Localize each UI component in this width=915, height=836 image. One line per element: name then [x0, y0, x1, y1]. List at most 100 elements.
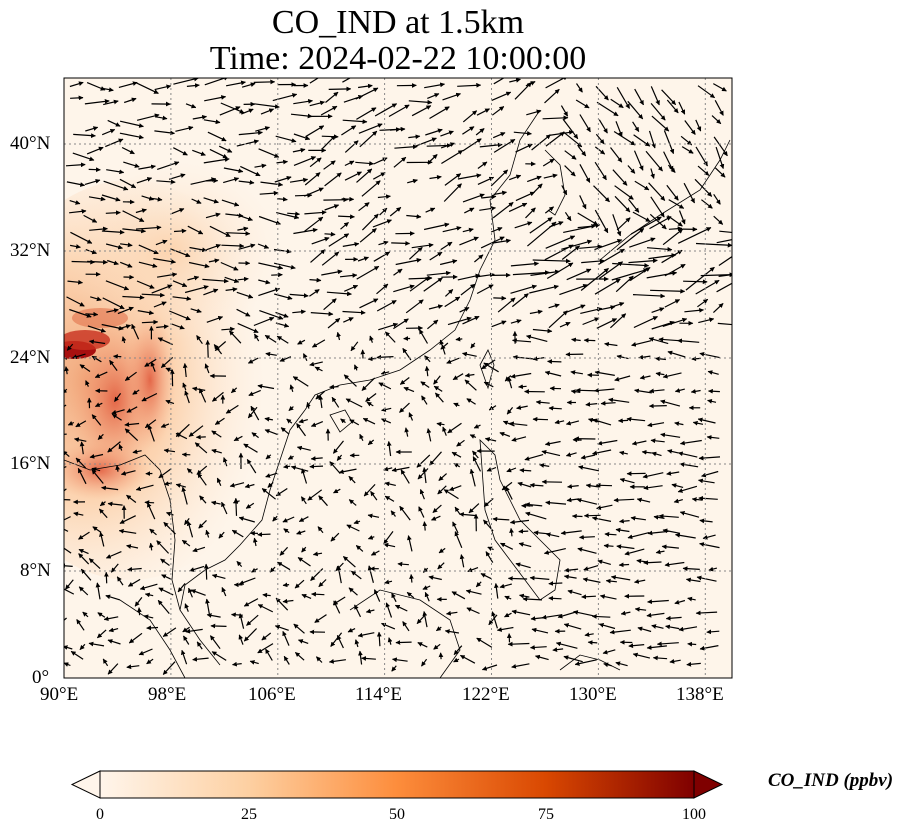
wind-arrow: [258, 287, 281, 297]
wind-arrow: [696, 575, 717, 582]
wind-arrow: [420, 381, 430, 388]
wind-arrow: [651, 307, 665, 313]
wind-arrow: [218, 145, 233, 153]
wind-arrow: [459, 512, 477, 517]
wind-arrow: [64, 404, 67, 408]
wind-arrow: [258, 148, 280, 158]
wind-arrow: [529, 575, 550, 581]
japan: [599, 139, 731, 261]
wind-arrow: [324, 172, 342, 187]
wind-arrow: [594, 239, 623, 251]
colorbar-tick-label: 75: [538, 806, 554, 823]
wind-arrow: [666, 471, 680, 476]
wind-arrow: [211, 430, 222, 438]
wind-arrow: [309, 157, 322, 168]
wind-arrow: [579, 244, 603, 250]
wind-arrow: [519, 593, 530, 599]
co-plume-south: [64, 440, 150, 500]
wind-arrow: [610, 147, 623, 163]
wind-arrow: [103, 571, 109, 584]
wind-arrow: [188, 587, 193, 598]
wind-arrow: [372, 219, 392, 228]
wind-arrow: [713, 215, 724, 225]
wind-arrow: [221, 501, 228, 515]
wind-arrow: [485, 551, 494, 563]
wind-arrow: [444, 288, 454, 297]
wind-arrow: [225, 404, 239, 414]
wind-arrow: [341, 125, 357, 136]
wind-arrow: [64, 588, 75, 595]
wind-arrow: [247, 357, 259, 364]
wind-arrow: [82, 611, 89, 618]
wind-arrow: [258, 215, 281, 225]
wind-arrow: [451, 591, 466, 600]
wind-arrow: [639, 375, 651, 380]
wind-arrow: [211, 573, 226, 579]
wind-arrow: [706, 435, 720, 440]
wind-arrow: [620, 610, 631, 616]
wind-arrow: [515, 562, 531, 569]
lon-tick-label: 106°E: [248, 684, 296, 705]
wind-arrow: [225, 80, 246, 87]
wind-arrow: [577, 212, 599, 226]
wind-arrow: [451, 451, 462, 458]
wind-arrow: [64, 617, 67, 621]
wind-arrow: [272, 515, 278, 522]
wind-arrow: [187, 275, 200, 281]
wind-arrow: [131, 323, 140, 340]
wind-arrow: [641, 449, 652, 455]
wind-arrow: [85, 126, 99, 132]
wind-arrow: [187, 225, 204, 235]
wind-arrow: [507, 376, 513, 389]
wind-arrow: [118, 324, 131, 330]
lon-tick-label: 98°E: [148, 684, 187, 705]
wind-arrow: [543, 173, 558, 179]
wind-arrow: [65, 162, 86, 168]
wind-arrow: [258, 262, 284, 270]
wind-arrow: [157, 161, 180, 170]
wind-arrow: [483, 381, 494, 388]
wind-arrow: [300, 496, 307, 505]
wind-arrow: [542, 158, 555, 167]
wind-arrow: [649, 388, 665, 394]
wind-arrow: [584, 632, 594, 637]
wind-arrow: [629, 237, 656, 248]
wind-arrow: [616, 354, 629, 360]
wind-arrow: [126, 544, 139, 549]
wind-arrow: [427, 93, 440, 99]
wind-arrow: [354, 364, 359, 371]
wind-arrow: [107, 501, 123, 507]
wind-arrow: [632, 121, 640, 133]
colorbar-tick-label: 25: [241, 806, 257, 823]
wind-arrow: [165, 399, 175, 405]
wind-arrow: [185, 628, 203, 634]
wind-arrow: [685, 266, 715, 291]
wind-arrow: [294, 192, 313, 198]
wind-arrow: [643, 485, 663, 491]
wind-arrow: [419, 489, 425, 500]
wind-arrow: [342, 241, 360, 247]
wind-arrow: [205, 212, 221, 219]
wind-arrow: [64, 563, 73, 569]
wind-arrow: [542, 115, 569, 121]
wind-arrow: [399, 377, 410, 385]
wind-arrow: [466, 398, 476, 405]
wind-arrow: [89, 453, 104, 459]
wind-arrow: [208, 258, 220, 264]
wind-arrow: [577, 547, 597, 554]
wind-arrow: [580, 454, 596, 460]
wind-arrow: [64, 645, 73, 650]
wind-arrow: [701, 199, 713, 209]
wind-arrow: [464, 372, 475, 378]
wind-arrow: [92, 526, 102, 533]
wind-arrow: [151, 196, 163, 202]
wind-arrow: [416, 454, 431, 468]
wind-arrow: [329, 461, 341, 474]
wind-arrow: [492, 132, 506, 139]
wind-arrow: [480, 573, 492, 580]
wind-arrow: [344, 160, 355, 167]
wind-arrow: [594, 146, 606, 155]
wind-arrow: [472, 456, 482, 472]
wind-arrow: [271, 272, 283, 278]
wind-arrow: [587, 640, 598, 645]
